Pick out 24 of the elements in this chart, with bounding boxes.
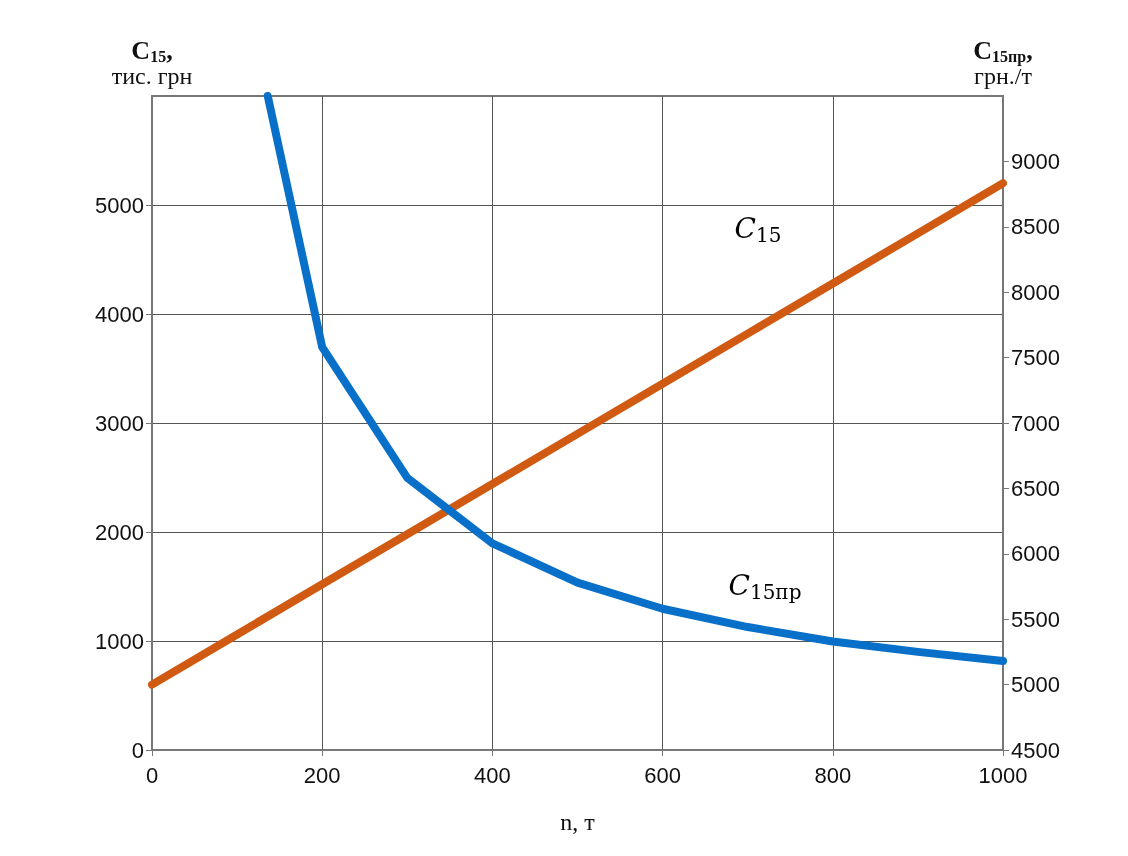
y-tick-label: 0 <box>131 737 144 763</box>
y-tick-label: 1000 <box>95 628 144 654</box>
y2-tick-label: 7000 <box>1011 410 1060 436</box>
y2-tick-label: 5500 <box>1011 606 1060 632</box>
x-axis-title: n, т <box>560 809 596 835</box>
y2-tick-label: 8000 <box>1011 279 1060 305</box>
y2-tick-label: 4500 <box>1011 737 1060 763</box>
y-tick-label: 2000 <box>95 519 144 545</box>
y-tick-label: 5000 <box>95 192 144 218</box>
y2-axis-title: C15пр, грн./т <box>973 35 1033 89</box>
x-tick-label: 600 <box>644 762 681 788</box>
y2-tick-label: 5000 <box>1011 672 1060 698</box>
y2-tick-label: 6000 <box>1011 541 1060 567</box>
y2-tick-label: 8500 <box>1011 214 1060 240</box>
y-tick-label: 4000 <box>95 301 144 327</box>
y-axis-title: C15, тис. грн <box>111 35 193 89</box>
y-tick-label: 3000 <box>95 410 144 436</box>
y2-tick-label: 9000 <box>1011 148 1060 174</box>
x-tick-label: 800 <box>814 762 852 788</box>
y2-tick-label: 6500 <box>1011 475 1060 501</box>
y2-tick-label: 7500 <box>1011 345 1060 371</box>
x-tick-label: 400 <box>474 762 511 788</box>
x-tick-label: 1000 <box>978 762 1028 788</box>
x-tick-label: 200 <box>303 762 341 788</box>
